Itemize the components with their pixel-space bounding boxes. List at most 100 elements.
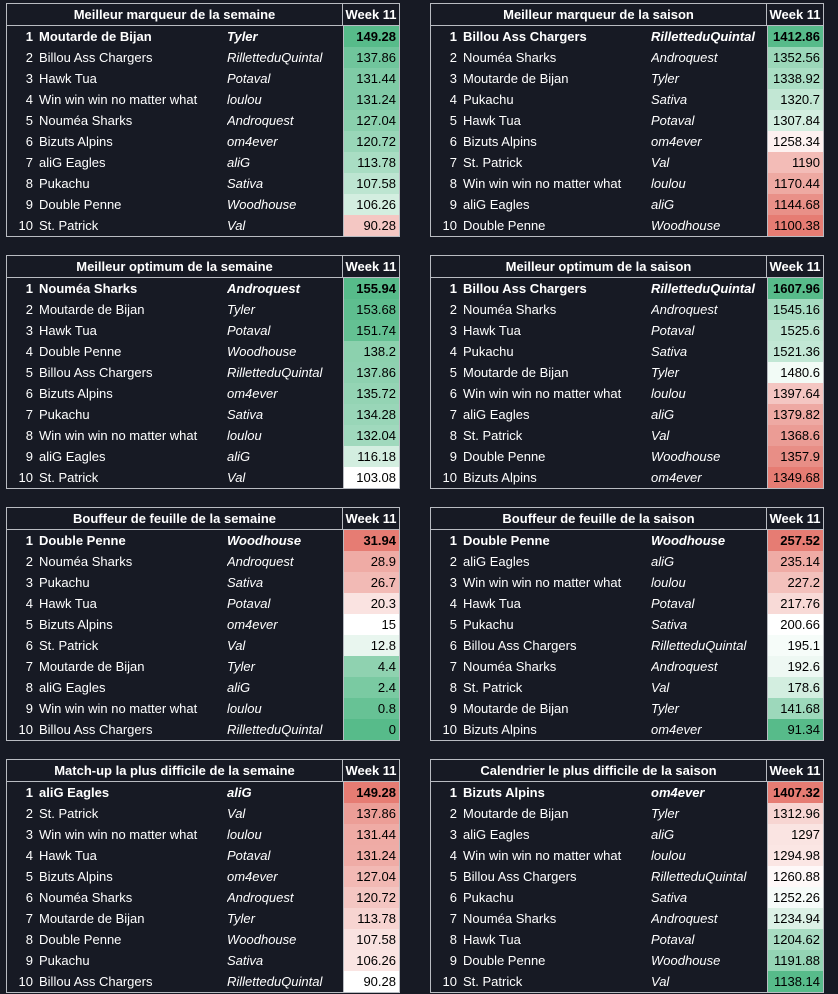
team-name: Pukachu bbox=[463, 92, 514, 107]
rank-cell: 8 bbox=[25, 932, 33, 947]
owner-name: loulou bbox=[227, 428, 262, 443]
score-cell: 127.04 bbox=[343, 866, 399, 887]
team-name: aliG Eagles bbox=[39, 680, 106, 695]
team-name: Billou Ass Chargers bbox=[39, 722, 153, 737]
owner-name: Tyler bbox=[651, 71, 679, 86]
rank-cell: 6 bbox=[25, 638, 33, 653]
table-row: 3 Win win win no matter what loulou 131.44 bbox=[7, 824, 399, 845]
score-cell: 137.86 bbox=[343, 362, 399, 383]
owner-name: Sativa bbox=[651, 890, 688, 905]
table-row: 7 Moutarde de Bijan Tyler 4.4 bbox=[7, 656, 399, 677]
table-row: 1 Double Penne Woodhouse 31.94 bbox=[7, 530, 399, 551]
rank-cell: 7 bbox=[449, 659, 457, 674]
table-row: 3 Win win win no matter what loulou 227.2 bbox=[431, 572, 823, 593]
team-name: Moutarde de Bijan bbox=[463, 365, 569, 380]
score-cell: 1545.16 bbox=[767, 299, 823, 320]
rank-cell: 1 bbox=[449, 533, 457, 548]
score-cell: 127.04 bbox=[343, 110, 399, 131]
team-name: Nouméa Sharks bbox=[463, 659, 557, 674]
rank-cell: 7 bbox=[449, 407, 457, 422]
team-name: Nouméa Sharks bbox=[39, 890, 133, 905]
rank-cell: 7 bbox=[449, 911, 457, 926]
owner-name: Tyler bbox=[227, 911, 255, 926]
owner-name: Androquest bbox=[227, 281, 300, 296]
rank-cell: 2 bbox=[449, 806, 457, 821]
table-row: 7 Nouméa Sharks Androquest 192.6 bbox=[431, 656, 823, 677]
table-row: 10 Billou Ass Chargers RilletteduQuintal 90… bbox=[7, 971, 399, 992]
rank-cell: 6 bbox=[449, 890, 457, 905]
rank-cell: 8 bbox=[449, 428, 457, 443]
table-row: 2 Nouméa Sharks Androquest 28.9 bbox=[7, 551, 399, 572]
owner-name: Woodhouse bbox=[651, 218, 721, 233]
table-row: 6 Bizuts Alpins om4ever 135.72 bbox=[7, 383, 399, 404]
table-row: 3 Moutarde de Bijan Tyler 1338.92 bbox=[431, 68, 823, 89]
score-cell: 131.24 bbox=[343, 845, 399, 866]
owner-name: Val bbox=[651, 680, 670, 695]
score-cell: 113.78 bbox=[343, 152, 399, 173]
team-name: Nouméa Sharks bbox=[39, 554, 133, 569]
table-row: 5 Bizuts Alpins om4ever 127.04 bbox=[7, 866, 399, 887]
leaderboard-panel: Match-up la plus difficile de la semaine… bbox=[6, 759, 400, 993]
rank-cell: 5 bbox=[25, 617, 33, 632]
team-name: St. Patrick bbox=[39, 470, 99, 485]
owner-name: Woodhouse bbox=[651, 953, 721, 968]
rank-cell: 3 bbox=[25, 323, 33, 338]
table-row: 4 Win win win no matter what loulou 131.24 bbox=[7, 89, 399, 110]
panel-header: Bouffeur de feuille de la saison Week 11 bbox=[431, 508, 823, 530]
panel-header: Meilleur marqueur de la saison Week 11 bbox=[431, 4, 823, 26]
owner-name: RilletteduQuintal bbox=[651, 29, 755, 44]
rank-cell: 2 bbox=[449, 554, 457, 569]
score-cell: 103.08 bbox=[343, 467, 399, 488]
owner-name: Sativa bbox=[651, 344, 688, 359]
table-row: 2 Billou Ass Chargers RilletteduQuintal 137… bbox=[7, 47, 399, 68]
team-name: Pukachu bbox=[463, 890, 514, 905]
owner-name: Potaval bbox=[651, 323, 695, 338]
rank-cell: 1 bbox=[449, 281, 457, 296]
score-cell: 131.44 bbox=[343, 68, 399, 89]
rank-cell: 4 bbox=[25, 596, 33, 611]
score-cell: 1252.26 bbox=[767, 887, 823, 908]
owner-name: Woodhouse bbox=[227, 932, 297, 947]
owner-name: om4ever bbox=[651, 722, 702, 737]
rank-cell: 10 bbox=[442, 218, 457, 233]
week-column-header: Week 11 bbox=[342, 508, 399, 529]
panel-title: Bouffeur de feuille de la saison bbox=[502, 511, 695, 526]
rank-cell: 10 bbox=[442, 470, 457, 485]
panel-title: Calendrier le plus difficile de la saiso… bbox=[480, 763, 717, 778]
rank-cell: 3 bbox=[25, 71, 33, 86]
team-name: Win win win no matter what bbox=[39, 827, 198, 842]
rank-cell: 10 bbox=[18, 470, 33, 485]
table-row: 4 Hawk Tua Potaval 217.76 bbox=[431, 593, 823, 614]
score-cell: 1258.34 bbox=[767, 131, 823, 152]
score-cell: 135.72 bbox=[343, 383, 399, 404]
team-name: Moutarde de Bijan bbox=[463, 701, 569, 716]
table-row: 1 Moutarde de Bijan Tyler 149.28 bbox=[7, 26, 399, 47]
team-name: Nouméa Sharks bbox=[463, 50, 557, 65]
owner-name: om4ever bbox=[651, 785, 705, 800]
owner-name: Androquest bbox=[651, 50, 718, 65]
owner-name: Potaval bbox=[227, 323, 271, 338]
score-cell: 1170.44 bbox=[767, 173, 823, 194]
team-name: Nouméa Sharks bbox=[463, 302, 557, 317]
score-cell: 1144.68 bbox=[767, 194, 823, 215]
score-cell: 235.14 bbox=[767, 551, 823, 572]
owner-name: aliG bbox=[651, 407, 675, 422]
owner-name: Val bbox=[651, 428, 670, 443]
score-cell: 20.3 bbox=[343, 593, 399, 614]
score-cell: 1294.98 bbox=[767, 845, 823, 866]
table-row: 5 Moutarde de Bijan Tyler 1480.6 bbox=[431, 362, 823, 383]
team-name: Double Penne bbox=[39, 344, 122, 359]
rank-cell: 9 bbox=[449, 953, 457, 968]
panel-title: Meilleur optimum de la semaine bbox=[76, 259, 273, 274]
rank-cell: 4 bbox=[449, 848, 457, 863]
panel-title: Bouffeur de feuille de la semaine bbox=[73, 511, 276, 526]
rank-cell: 9 bbox=[449, 701, 457, 716]
owner-name: Androquest bbox=[651, 659, 718, 674]
owner-name: om4ever bbox=[227, 386, 278, 401]
rank-cell: 4 bbox=[25, 848, 33, 863]
table-row: 6 Bizuts Alpins om4ever 120.72 bbox=[7, 131, 399, 152]
owner-name: RilletteduQuintal bbox=[227, 50, 323, 65]
rank-cell: 6 bbox=[449, 386, 457, 401]
table-row: 4 Pukachu Sativa 1320.7 bbox=[431, 89, 823, 110]
owner-name: loulou bbox=[651, 176, 686, 191]
